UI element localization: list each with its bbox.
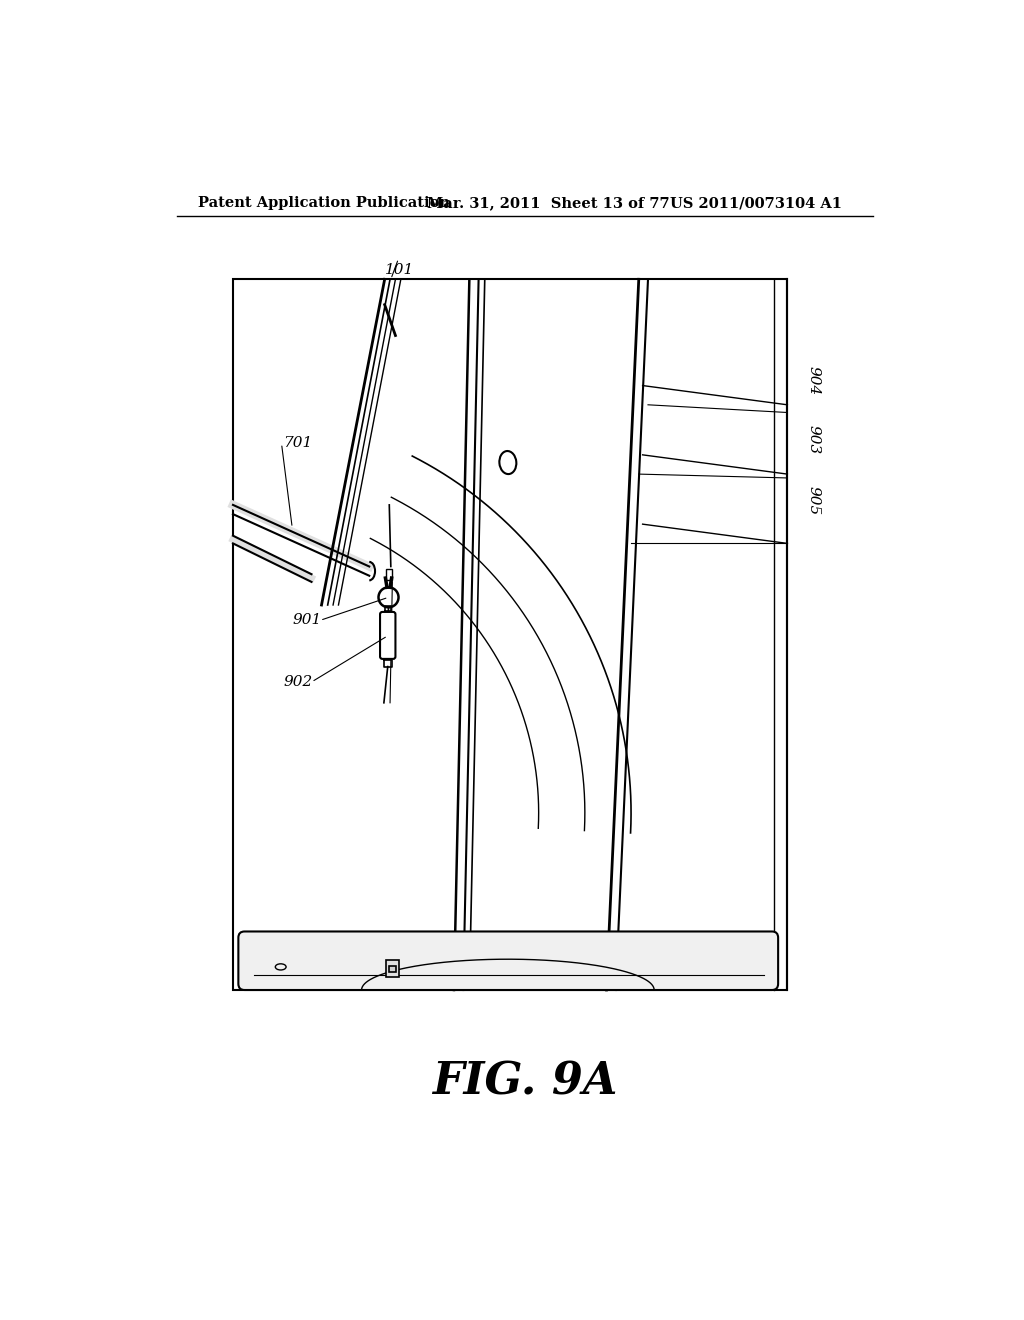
Text: 701: 701 (283, 437, 312, 450)
Text: 901: 901 (292, 614, 322, 627)
FancyBboxPatch shape (239, 932, 778, 990)
Text: 903: 903 (807, 425, 820, 454)
Text: US 2011/0073104 A1: US 2011/0073104 A1 (670, 197, 842, 210)
Text: 905: 905 (807, 487, 820, 516)
Bar (388, 966, 396, 973)
Bar (233, 280, 787, 990)
Bar (386, 960, 398, 977)
Text: 101: 101 (385, 263, 415, 277)
Text: 902: 902 (284, 675, 313, 689)
Text: FIG. 9A: FIG. 9A (432, 1061, 617, 1104)
Bar (386, 569, 391, 579)
Text: Mar. 31, 2011  Sheet 13 of 77: Mar. 31, 2011 Sheet 13 of 77 (427, 197, 670, 210)
Text: Patent Application Publication: Patent Application Publication (199, 197, 451, 210)
FancyBboxPatch shape (380, 612, 395, 659)
Text: 904: 904 (807, 366, 820, 395)
